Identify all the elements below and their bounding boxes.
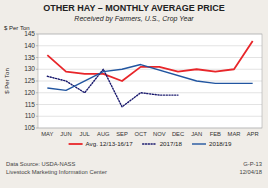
- series-line: [47, 69, 178, 107]
- x-tick-label: MAY: [41, 131, 53, 137]
- grid-line: [38, 92, 262, 93]
- grid-line: [38, 104, 262, 105]
- plot-area: [38, 34, 262, 128]
- grid-line: [38, 81, 262, 82]
- y-tick-label: 105: [24, 124, 35, 131]
- x-tick-label: FEB: [210, 131, 221, 137]
- title: OTHER HAY – MONTHLY AVERAGE PRICE: [43, 3, 225, 13]
- y-tick-label: 110: [25, 112, 36, 119]
- y-tick-label: 145: [24, 30, 35, 37]
- y-axis-label: $ Per Ton: [4, 68, 10, 94]
- legend-swatch: [143, 143, 157, 144]
- y-tick-label: 115: [25, 101, 36, 108]
- y-tick-label: 140: [24, 42, 35, 49]
- footer-note: 12/04/18: [239, 169, 262, 175]
- legend-item: Avg. 12/13-16/17: [69, 140, 134, 147]
- legend-label: 2017/18: [160, 140, 183, 147]
- x-tick-label: APR: [247, 131, 259, 137]
- series-line: [47, 65, 252, 91]
- legend-swatch: [192, 143, 206, 144]
- subtitle: Received by Farmers, U.S., Crop Year: [74, 15, 194, 23]
- x-tick-label: DEC: [172, 131, 184, 137]
- footer-note: Data Source: USDA-NASS: [6, 161, 75, 167]
- x-tick-label: JUL: [80, 131, 91, 137]
- x-tick-label: OCT: [135, 131, 148, 137]
- grid-line: [38, 45, 262, 46]
- legend-label: Avg. 12/13-16/17: [86, 140, 134, 147]
- footer-note: Livestock Marketing Information Center: [6, 169, 107, 175]
- footer-note: G-P-13: [243, 161, 262, 167]
- y-tick-label: 130: [24, 65, 35, 72]
- grid-line: [38, 57, 262, 58]
- x-tick-label: NOV: [153, 131, 166, 137]
- plot-frame: [38, 34, 262, 128]
- chart: OTHER HAY – MONTHLY AVERAGE PRICE Receive…: [0, 0, 268, 188]
- x-tick-label: SEP: [116, 131, 128, 137]
- legend-item: 2018/19: [192, 140, 232, 147]
- legend-item: 2017/18: [143, 140, 183, 147]
- legend-label: 2018/19: [209, 140, 232, 147]
- series-group: [47, 41, 252, 107]
- x-tick-label: MAR: [228, 131, 241, 137]
- grid-line: [38, 116, 262, 117]
- x-tick-label: JUN: [60, 131, 71, 137]
- legend: Avg. 12/13-16/17 2017/18 2018/19: [69, 140, 232, 147]
- x-tick-label: AUG: [97, 131, 110, 137]
- x-tick-label: JAN: [191, 131, 202, 137]
- legend-swatch: [69, 143, 83, 145]
- series-line: [47, 41, 252, 81]
- y-tick-label: 135: [24, 54, 35, 61]
- y-tick-label: 125: [24, 77, 35, 84]
- y-tick-label: 120: [24, 89, 35, 96]
